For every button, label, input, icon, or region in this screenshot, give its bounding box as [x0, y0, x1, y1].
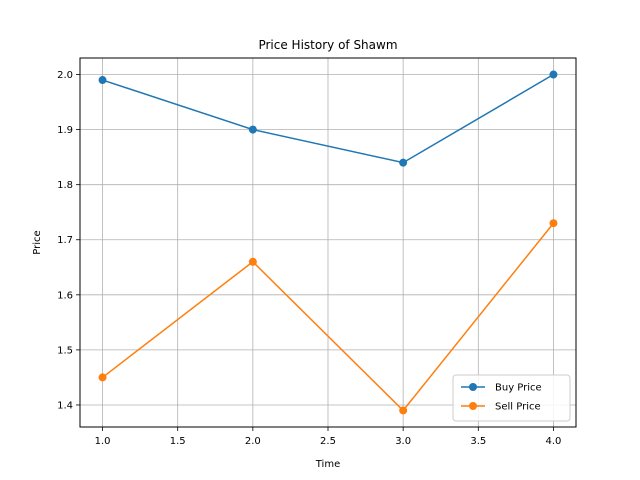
sell-price-line [102, 222, 555, 412]
buy-price-point [549, 70, 558, 79]
y-tick-label: 1.6 [57, 290, 73, 301]
grid [80, 58, 576, 427]
y-tick-label: 1.5 [57, 345, 73, 356]
y-tick-label: 1.8 [57, 180, 73, 191]
sell-price-point [98, 373, 107, 382]
legend-sell-price-label: Sell Price [495, 402, 541, 413]
legend-sell-price-marker [469, 402, 477, 410]
x-tick-label: 3.5 [470, 436, 486, 447]
sell-price-point [399, 406, 408, 415]
y-axis: 1.4 1.5 1.6 1.7 1.8 1.9 2.0 [57, 70, 80, 411]
x-tick-label: 4.0 [546, 436, 562, 447]
y-tick-label: 1.9 [57, 125, 73, 136]
buy-price-line [102, 73, 554, 164]
sell-price-point [549, 219, 558, 228]
y-tick-label: 1.4 [57, 400, 73, 411]
y-tick-label: 2.0 [57, 70, 73, 81]
x-axis-title: Time [315, 459, 340, 470]
y-axis-title: Price [32, 230, 43, 254]
series-group [98, 70, 558, 415]
x-tick-label: 2.5 [320, 436, 336, 447]
buy-price-point [248, 125, 257, 134]
legend-buy-price-marker [469, 383, 477, 391]
legend: Buy Price Sell Price [452, 374, 571, 422]
x-tick-label: 2.0 [245, 436, 261, 447]
x-tick-label: 1.0 [95, 436, 111, 447]
x-tick-label: 3.0 [395, 436, 411, 447]
x-axis: 1.0 1.5 2.0 2.5 3.0 3.5 4.0 [95, 427, 562, 447]
sell-price-point [248, 257, 257, 266]
chart-title: Price History of Shawm [258, 38, 397, 52]
x-tick-label: 1.5 [170, 436, 186, 447]
buy-price-point [399, 158, 408, 167]
buy-price-point [98, 76, 107, 85]
legend-buy-price-label: Buy Price [495, 383, 542, 394]
y-tick-label: 1.7 [57, 235, 73, 246]
